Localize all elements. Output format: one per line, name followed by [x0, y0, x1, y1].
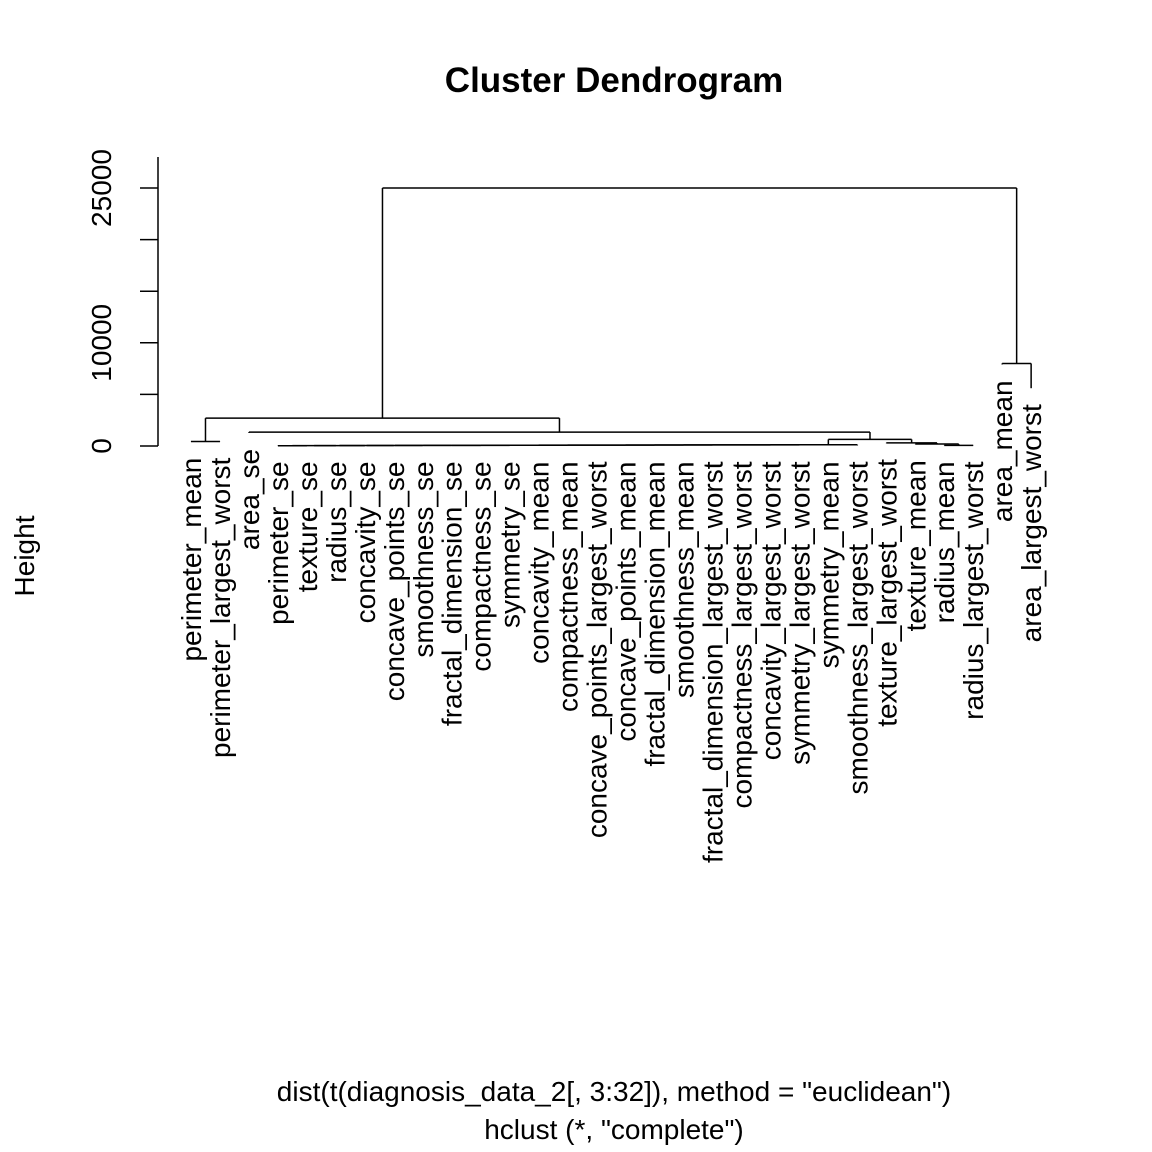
- leaf-label: texture_mean: [900, 460, 931, 631]
- y-axis: 0 10000 25000: [86, 149, 159, 454]
- leaf-label: texture_largest_worst: [871, 459, 902, 727]
- y-tick-label: 0: [86, 438, 117, 454]
- leaf-label: radius_mean: [929, 461, 960, 623]
- leaf-label: area_se: [234, 449, 265, 550]
- y-axis-label: Height: [9, 515, 40, 596]
- dendrogram-tree: [190, 187, 1032, 447]
- leaf-label: compactness_mean: [553, 461, 584, 712]
- leaf-label: area_largest_worst: [1016, 404, 1047, 642]
- leaf-label: concavity_se: [350, 461, 381, 623]
- leaf-label: symmetry_se: [495, 461, 526, 627]
- chart-title: Cluster Dendrogram: [445, 61, 783, 100]
- leaf-label: concavity_largest_worst: [755, 461, 786, 760]
- x-axis-label: dist(t(diagnosis_data_2[, 3:32]), method…: [277, 1076, 951, 1107]
- leaf-label: smoothness_largest_worst: [842, 461, 873, 794]
- leaf-label: area_mean: [987, 380, 1018, 522]
- leaf-label: texture_se: [292, 461, 323, 592]
- y-tick-label: 10000: [86, 304, 117, 382]
- leaf-label: compactness_largest_worst: [726, 461, 757, 808]
- leaf-labels: perimeter_meanperimeter_largest_worstare…: [176, 380, 1047, 863]
- leaf-label: smoothness_se: [408, 461, 439, 657]
- leaf-label: concave_points_mean: [611, 461, 642, 741]
- leaf-label: concave_points_largest_worst: [582, 461, 613, 838]
- leaf-label: concave_points_se: [379, 461, 410, 701]
- leaf-label: symmetry_largest_worst: [784, 461, 815, 765]
- leaf-label: compactness_se: [466, 461, 497, 671]
- leaf-label: radius_largest_worst: [958, 461, 989, 720]
- y-tick-label: 25000: [86, 149, 117, 227]
- leaf-label: radius_se: [321, 461, 352, 582]
- leaf-label: symmetry_mean: [813, 461, 844, 668]
- method-sublabel: hclust (*, "complete"): [484, 1114, 744, 1145]
- leaf-label: perimeter_mean: [176, 458, 207, 662]
- leaf-label: fractal_dimension_mean: [640, 461, 671, 766]
- leaf-label: smoothness_mean: [668, 461, 699, 698]
- leaf-label: concavity_mean: [524, 461, 555, 663]
- leaf-label: perimeter_se: [263, 461, 294, 624]
- leaf-label: perimeter_largest_worst: [205, 457, 236, 758]
- leaf-label: fractal_dimension_se: [437, 461, 468, 726]
- leaf-label: fractal_dimension_largest_worst: [697, 461, 728, 863]
